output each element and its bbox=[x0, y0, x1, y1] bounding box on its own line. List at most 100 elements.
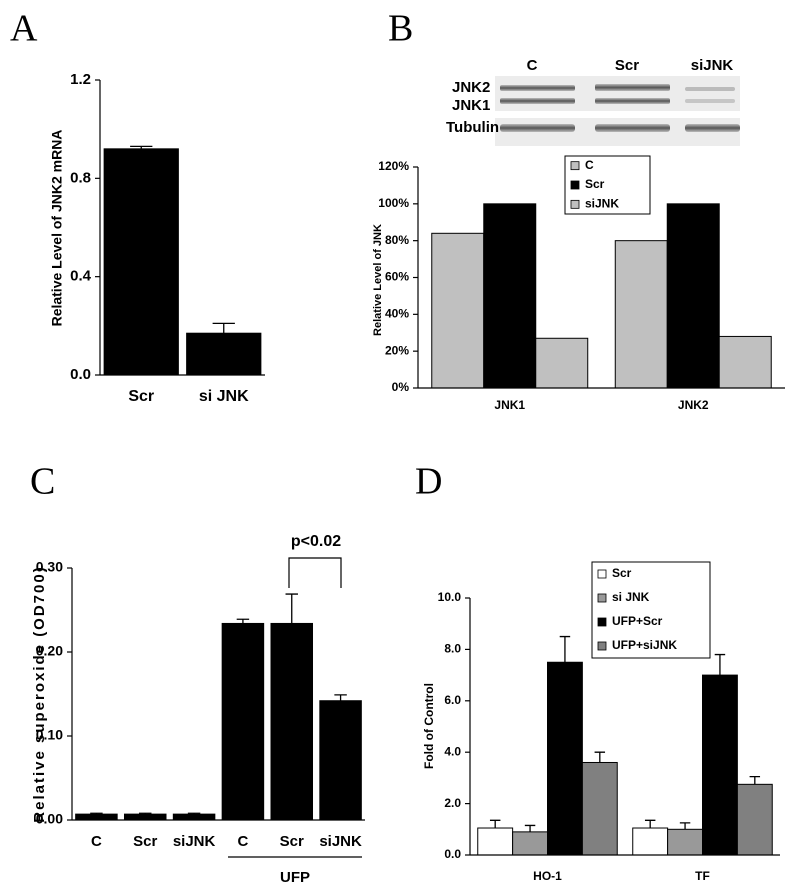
lane-label: Scr bbox=[615, 57, 639, 74]
y-tick-label: 0.00 bbox=[36, 811, 63, 827]
bar bbox=[319, 700, 362, 821]
x-tick-label: HO-1 bbox=[533, 869, 562, 883]
western-blot: C Scr siJNK JNK2 JNK1 Tubulin bbox=[446, 57, 740, 146]
y-tick-label: 100% bbox=[378, 196, 409, 210]
y-tick-label: 0% bbox=[392, 380, 410, 394]
blot-band bbox=[595, 124, 670, 132]
group-label: UFP bbox=[280, 869, 310, 886]
y-tick-label: 0.20 bbox=[36, 643, 63, 659]
y-axis-label: Fold of Control bbox=[422, 683, 436, 769]
x-tick-label: C bbox=[91, 833, 102, 850]
x-tick-label: Scr bbox=[280, 833, 304, 850]
x-tick-label: siJNK bbox=[319, 833, 362, 850]
y-tick-label: 120% bbox=[378, 159, 409, 173]
x-tick-label: JNK2 bbox=[678, 398, 709, 412]
legend-swatch bbox=[597, 617, 607, 627]
y-axis-label: Relative Level of JNK2 mRNA bbox=[49, 130, 65, 327]
bar bbox=[186, 332, 262, 376]
y-tick-label: 40% bbox=[385, 307, 409, 321]
x-tick-label: JNK1 bbox=[494, 398, 525, 412]
y-tick-label: 0.8 bbox=[70, 169, 91, 186]
error-bar bbox=[594, 751, 606, 763]
y-tick-label: 60% bbox=[385, 270, 409, 284]
blot-strip bbox=[495, 76, 740, 111]
x-tick-label: siJNK bbox=[173, 833, 216, 850]
error-bar bbox=[236, 618, 250, 624]
legend-swatch bbox=[597, 641, 607, 651]
bar bbox=[123, 813, 167, 821]
bar bbox=[581, 761, 618, 856]
panel-letter: A bbox=[10, 8, 38, 50]
panel-letter: D bbox=[415, 461, 442, 503]
y-tick-label: 0.10 bbox=[36, 727, 63, 743]
bar bbox=[103, 148, 179, 376]
row-label: JNK2 bbox=[452, 79, 490, 96]
legend-box bbox=[591, 561, 711, 659]
y-axis-label: Relative Level of JNK bbox=[372, 224, 384, 336]
bar bbox=[270, 622, 314, 821]
y-tick-label: 8.0 bbox=[444, 642, 461, 656]
blot-band bbox=[500, 98, 575, 104]
legend-label: si JNK bbox=[612, 590, 650, 604]
panel-letter: C bbox=[30, 461, 55, 503]
x-tick-label: si JNK bbox=[199, 388, 249, 405]
blot-band bbox=[595, 84, 670, 91]
x-tick-label: Scr bbox=[128, 388, 154, 405]
blot-band bbox=[500, 124, 575, 132]
bar bbox=[632, 827, 669, 856]
legend-label: siJNK bbox=[585, 197, 619, 211]
annotation: p<0.02 bbox=[291, 533, 341, 550]
legend-swatch bbox=[570, 161, 580, 171]
x-tick-label: Scr bbox=[133, 833, 157, 850]
lane-label: siJNK bbox=[691, 57, 734, 74]
error-bar bbox=[489, 819, 501, 829]
blot-band bbox=[595, 98, 670, 104]
y-tick-label: 1.2 bbox=[70, 71, 91, 88]
y-tick-label: 10.0 bbox=[438, 590, 462, 604]
error-bar bbox=[749, 775, 761, 785]
bar bbox=[483, 203, 537, 389]
error-bar bbox=[187, 812, 201, 815]
error-bar bbox=[90, 812, 103, 815]
x-tick-label: C bbox=[237, 833, 248, 850]
bar bbox=[702, 674, 738, 856]
bar bbox=[736, 783, 773, 856]
bar bbox=[666, 203, 720, 389]
y-tick-label: 0.0 bbox=[70, 366, 91, 383]
error-bar bbox=[285, 593, 298, 624]
bar bbox=[512, 831, 548, 856]
error-bar bbox=[334, 694, 347, 701]
bar bbox=[431, 232, 485, 389]
y-tick-label: 2.0 bbox=[444, 796, 461, 810]
error-bar bbox=[559, 635, 571, 663]
error-bar bbox=[524, 824, 536, 832]
y-tick-label: 0.4 bbox=[70, 268, 92, 285]
y-tick-label: 0.0 bbox=[444, 847, 461, 861]
error-bar bbox=[714, 653, 726, 676]
bar bbox=[667, 828, 703, 856]
y-axis-label: Relative superoxide (OD700) bbox=[31, 565, 48, 822]
legend-label: Scr bbox=[612, 566, 632, 580]
bar bbox=[718, 335, 772, 389]
legend-label: UFP+Scr bbox=[612, 614, 663, 628]
bar bbox=[477, 827, 514, 856]
error-bar bbox=[644, 819, 656, 829]
error-bar bbox=[679, 822, 691, 830]
blot-band bbox=[685, 87, 735, 91]
row-label: Tubulin bbox=[446, 119, 499, 136]
blot-band bbox=[500, 85, 575, 91]
legend-swatch bbox=[597, 593, 607, 603]
y-tick-label: 0.30 bbox=[36, 559, 63, 575]
y-tick-label: 80% bbox=[385, 233, 409, 247]
y-tick-label: 6.0 bbox=[444, 693, 461, 707]
legend-label: Scr bbox=[585, 177, 605, 191]
bar bbox=[535, 337, 589, 389]
error-bar bbox=[212, 322, 235, 334]
bar bbox=[172, 813, 216, 821]
error-bar bbox=[139, 812, 152, 815]
blot-band bbox=[685, 99, 735, 103]
bar bbox=[614, 240, 668, 389]
significance-bracket bbox=[288, 557, 342, 588]
legend-swatch bbox=[597, 569, 607, 579]
